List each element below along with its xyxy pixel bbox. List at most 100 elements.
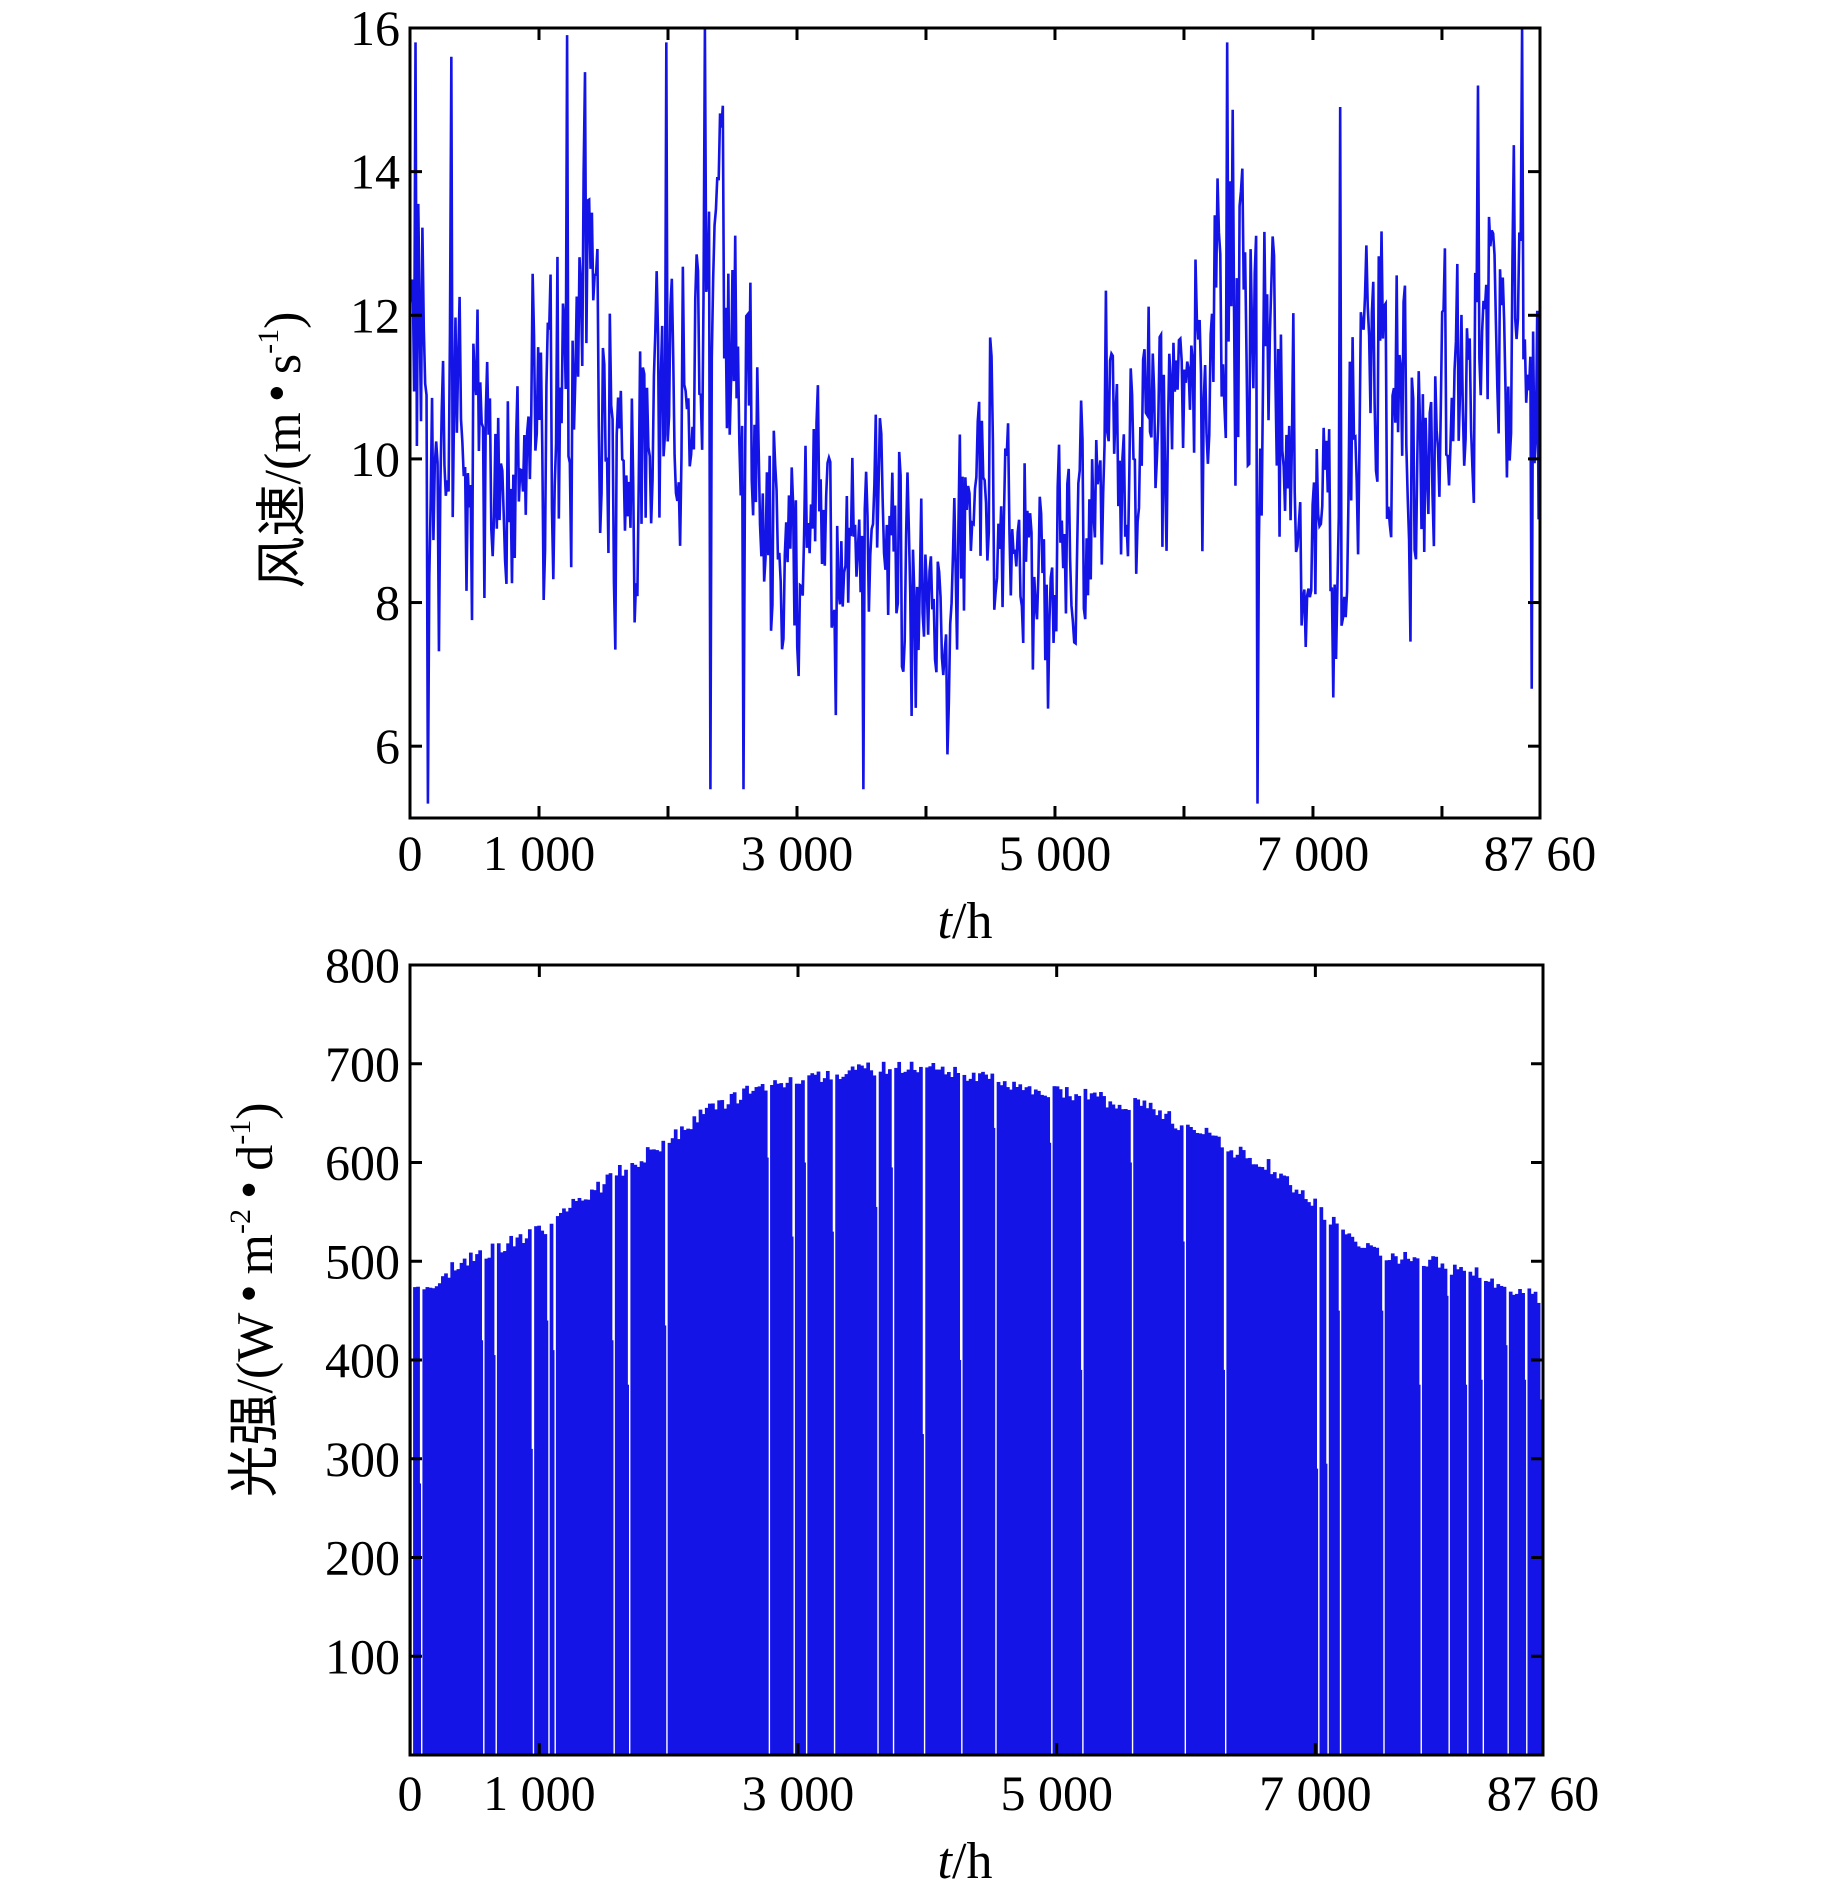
light-y-axis-title-exponent-1: -2 <box>224 1209 257 1234</box>
wind-x-axis-title: t/h <box>938 893 993 950</box>
light-bar <box>1179 1125 1184 1755</box>
light-bar <box>515 1237 520 1755</box>
light-bar <box>1148 1102 1153 1755</box>
light-bar <box>1490 1278 1494 1755</box>
light-bar <box>1071 1100 1075 1755</box>
light-bar <box>773 1080 777 1755</box>
light-bar <box>524 1238 529 1755</box>
light-bar <box>1328 1224 1333 1755</box>
light-bar <box>1105 1107 1110 1755</box>
light-bar <box>779 1083 784 1755</box>
light-bar <box>1040 1094 1044 1755</box>
light-bar <box>611 1340 614 1755</box>
light-bar <box>984 1074 988 1755</box>
light-y-tick-label: 100 <box>325 1628 400 1684</box>
light-x-tick-label: 3 000 <box>742 1765 855 1821</box>
light-bar <box>506 1243 510 1755</box>
light-bar <box>1530 1293 1535 1755</box>
light-bar <box>562 1208 566 1755</box>
light-bar <box>732 1092 737 1755</box>
light-bar <box>698 1109 703 1755</box>
light-bar <box>583 1199 588 1755</box>
light-bar <box>770 1085 774 1755</box>
light-bar <box>1459 1267 1463 1755</box>
light-bar <box>1499 1285 1504 1755</box>
light-bar <box>872 1075 877 1755</box>
light-bar <box>500 1252 504 1755</box>
light-bar <box>1133 1098 1137 1755</box>
light-bar <box>1456 1269 1460 1755</box>
light-bar <box>1493 1287 1498 1755</box>
light-bar <box>881 1061 886 1755</box>
light-bar <box>1341 1229 1345 1755</box>
light-bar <box>670 1138 675 1755</box>
light-bar <box>801 1080 805 1755</box>
light-bar <box>596 1181 600 1755</box>
light-bar <box>943 1074 948 1755</box>
light-bar <box>953 1066 957 1755</box>
light-bar <box>1446 1295 1449 1755</box>
light-bar <box>462 1258 467 1755</box>
light-bar <box>1369 1245 1373 1755</box>
light-bar <box>1186 1124 1190 1755</box>
light-bar <box>593 1190 597 1755</box>
light-bar <box>1015 1087 1019 1755</box>
light-bar <box>1154 1115 1159 1755</box>
wind-y-axis-title-quantity: 风速/(m <box>255 412 312 588</box>
wind-x-tick-label: 3 000 <box>741 825 854 881</box>
light-bar <box>751 1090 756 1755</box>
light-y-tick-label: 700 <box>325 1036 400 1092</box>
light-y-tick-label: 300 <box>325 1431 400 1487</box>
light-bar <box>1347 1233 1352 1755</box>
light-bar <box>1279 1173 1283 1755</box>
light-bar <box>1123 1109 1128 1755</box>
light-bar <box>1232 1157 1237 1755</box>
light-bar <box>571 1198 576 1755</box>
light-bar <box>723 1108 728 1755</box>
light-bar <box>1502 1286 1507 1755</box>
light-bar <box>1496 1284 1501 1755</box>
wind-x-tick-label: 0 <box>398 825 423 881</box>
light-bar <box>1021 1090 1026 1755</box>
wind-ticks: 0 1 000 3 000 5 000 7 000 87 60 6 8 10 12 14 16 <box>350 0 1596 881</box>
light-bar <box>1201 1134 1206 1755</box>
light-bar <box>1394 1256 1398 1755</box>
light-bar <box>1257 1166 1262 1755</box>
wind-y-tick-label: 14 <box>350 144 400 200</box>
light-bar <box>816 1071 821 1755</box>
light-bar <box>1220 1147 1224 1755</box>
light-bar <box>1092 1092 1097 1755</box>
light-bar <box>630 1163 635 1755</box>
light-bar <box>841 1076 846 1755</box>
light-bar <box>1415 1258 1420 1755</box>
wind-x-axis-title-unit: /h <box>952 893 992 950</box>
light-bar <box>1210 1135 1215 1755</box>
light-bar <box>1245 1158 1249 1755</box>
light-bar <box>1536 1302 1541 1755</box>
light-bar <box>1381 1310 1384 1756</box>
light-bar <box>642 1162 647 1755</box>
light-bar <box>1223 1369 1225 1756</box>
light-bar <box>701 1114 706 1755</box>
light-bar <box>742 1088 746 1755</box>
light-bar <box>1226 1151 1231 1755</box>
light-x-tick-label: 0 <box>398 1765 423 1821</box>
light-bar <box>974 1081 979 1755</box>
light-bar <box>453 1270 458 1755</box>
light-bar <box>869 1070 874 1755</box>
wind-y-tick-label: 16 <box>350 0 400 56</box>
light-bar <box>1484 1280 1488 1755</box>
light-bar <box>1325 1463 1328 1755</box>
light-bar <box>624 1169 628 1755</box>
light-bar <box>1428 1259 1432 1755</box>
light-bar <box>940 1066 945 1755</box>
light-bar <box>1449 1274 1454 1755</box>
light-bar <box>884 1073 889 1755</box>
light-bar <box>1505 1345 1508 1755</box>
light-bar <box>912 1069 917 1755</box>
light-bar <box>543 1234 548 1755</box>
light-bar <box>649 1149 653 1755</box>
light-bar <box>1421 1265 1426 1755</box>
light-bar <box>1195 1132 1200 1755</box>
